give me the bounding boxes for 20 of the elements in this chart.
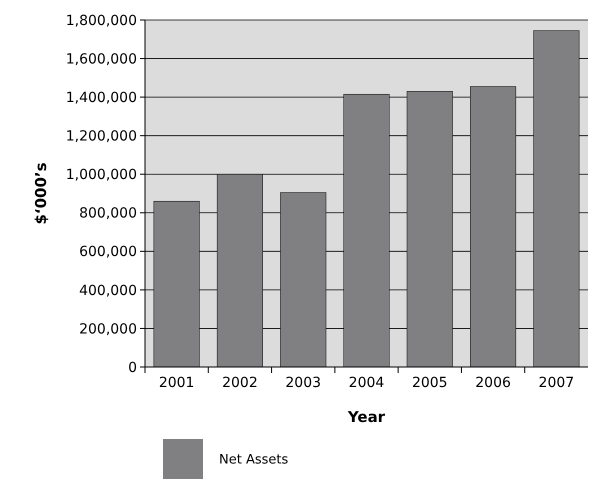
y-tick-label: 1,000,000 xyxy=(66,167,137,184)
y-tick-label: 800,000 xyxy=(79,206,137,222)
x-tick-label: 2007 xyxy=(538,375,574,391)
y-tick-label: 200,000 xyxy=(79,321,137,338)
y-axis-title: $‘000’s xyxy=(32,162,50,225)
y-tick-label: 1,600,000 xyxy=(66,51,137,68)
x-tick-label: 2002 xyxy=(222,375,258,391)
x-axis-title: Year xyxy=(346,408,386,426)
y-tick-label: 1,200,000 xyxy=(66,128,137,145)
x-tick-label: 2001 xyxy=(158,375,194,391)
y-tick-label: 400,000 xyxy=(79,282,137,299)
y-tick-label: 600,000 xyxy=(79,244,137,260)
x-tick-label: 2004 xyxy=(348,375,384,391)
x-tick-label: 2006 xyxy=(475,375,511,391)
x-tick-label: 2005 xyxy=(412,375,448,391)
y-tick-label: 1,800,000 xyxy=(66,12,137,29)
text: Net Assets xyxy=(219,452,288,468)
y-tick-label: 0 xyxy=(128,360,137,376)
x-tick-label: 2003 xyxy=(285,375,322,391)
y-tick-label: 1,400,000 xyxy=(66,90,137,106)
